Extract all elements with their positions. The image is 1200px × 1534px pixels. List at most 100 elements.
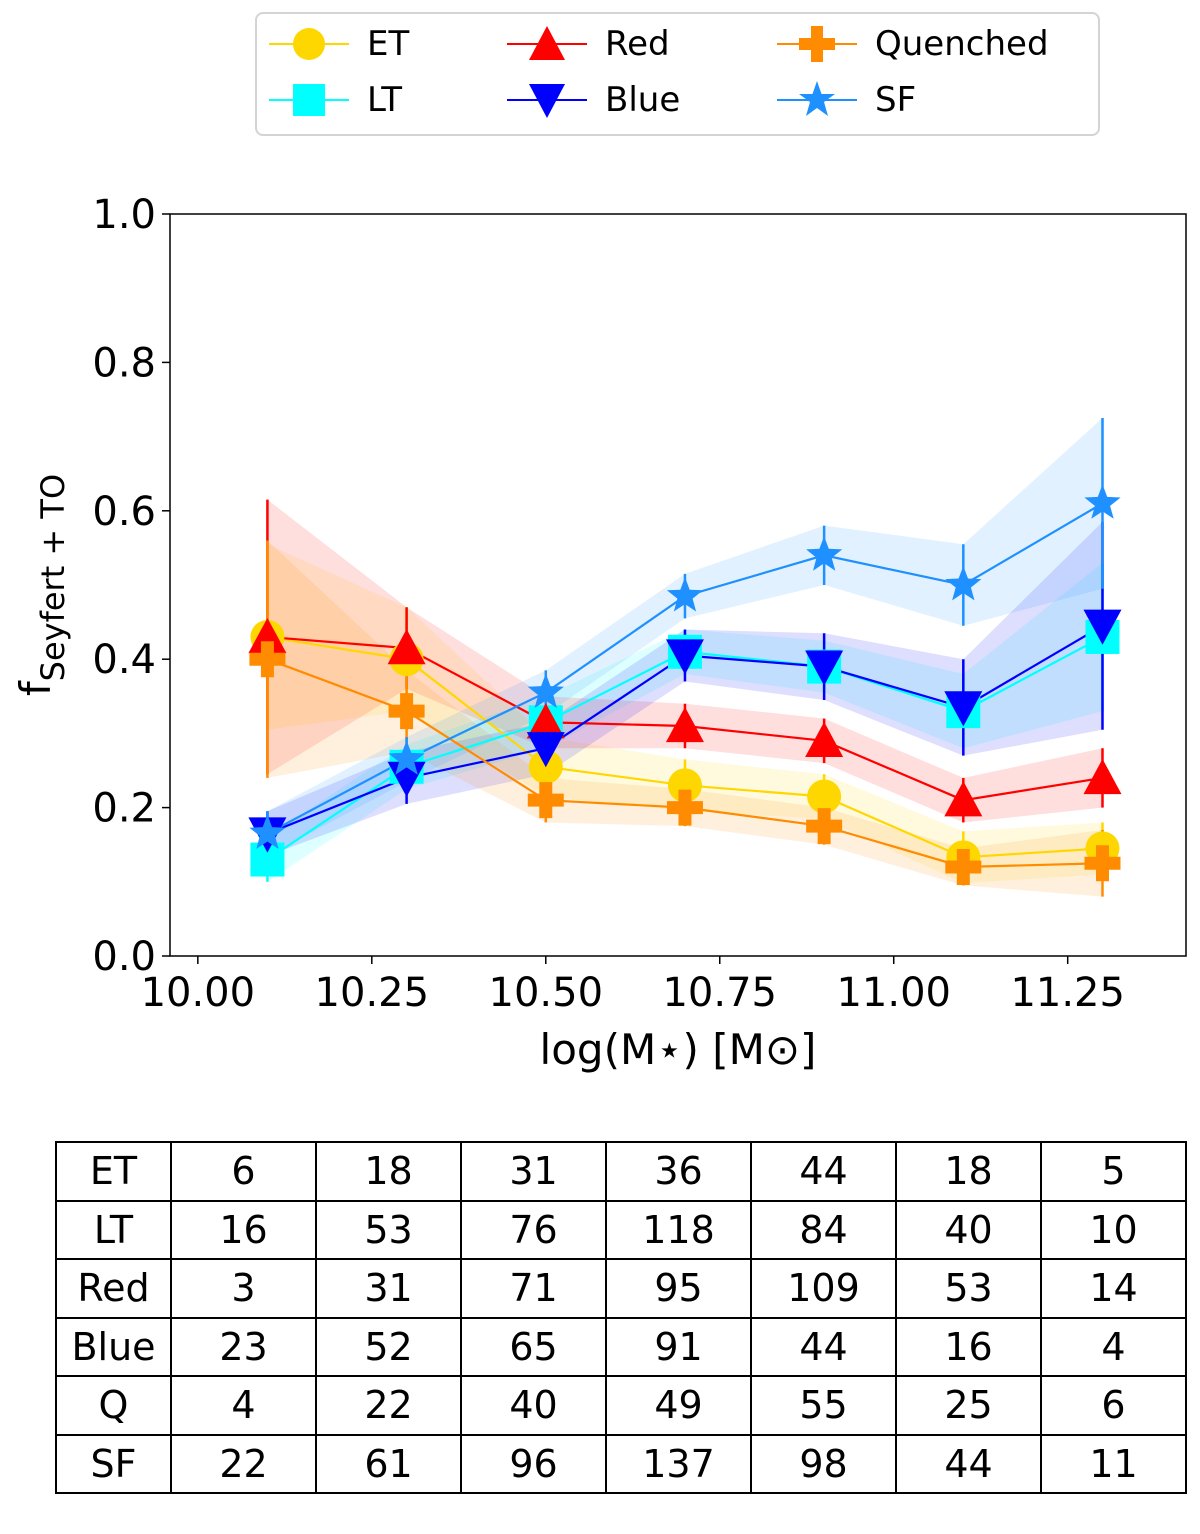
table-row: Blue 23 52 65 91 44 16 4 <box>55 1316 1187 1377</box>
point-quenched <box>945 848 982 885</box>
point-red <box>1083 758 1122 795</box>
point-quenched <box>388 693 425 730</box>
table-row: Red 3 31 71 95 109 53 14 <box>55 1258 1187 1319</box>
y-tick-label: 0.6 <box>92 489 156 535</box>
table-cell: 55 <box>750 1375 897 1436</box>
table-row: Q 4 22 40 49 55 25 6 <box>55 1375 1187 1436</box>
legend-marker-circle-icon <box>269 28 349 60</box>
y-tick-label: 0.4 <box>92 637 156 683</box>
point-sf <box>806 536 843 571</box>
table-cell: 11 <box>1040 1433 1187 1494</box>
table-cell: 52 <box>315 1316 462 1377</box>
point-quenched <box>666 789 703 826</box>
table-cell: 44 <box>750 1141 897 1202</box>
legend-item-blue: Blue <box>507 78 680 122</box>
point-blue <box>665 639 704 675</box>
point-sf <box>388 740 425 775</box>
point-blue <box>805 650 844 686</box>
legend-label-et: ET <box>367 24 410 64</box>
table-cell: 4 <box>170 1375 317 1436</box>
line-chart: 10.00 10.25 10.50 10.75 11.00 11.25 0.0 0.2 0.4… <box>11 192 1187 1074</box>
point-sf <box>945 566 982 601</box>
legend-label-quenched: Quenched <box>875 24 1049 64</box>
point-red <box>944 781 983 817</box>
point-red <box>526 703 565 739</box>
table-cell: 109 <box>750 1258 897 1319</box>
legend-label-lt: LT <box>367 80 403 120</box>
legend-marker-plus-icon <box>777 26 857 62</box>
point-red <box>387 629 426 665</box>
band-et <box>267 544 1103 884</box>
point-quenched <box>527 782 564 819</box>
table-cell: 61 <box>315 1433 462 1494</box>
point-sf <box>249 814 286 849</box>
table-cell: 5 <box>1040 1141 1187 1202</box>
x-tick-label: 11.00 <box>836 970 951 1016</box>
table-cell: 6 <box>170 1141 317 1202</box>
counts-table: ET 6 18 31 36 44 18 5 LT 16 53 76 118 84… <box>55 1141 1187 1494</box>
table-cell: 31 <box>460 1141 607 1202</box>
point-sf <box>527 673 564 708</box>
table-cell: 18 <box>315 1141 462 1202</box>
point-quenched <box>806 808 843 845</box>
table-cell: 25 <box>895 1375 1042 1436</box>
row-label: Q <box>55 1375 172 1436</box>
y-axis-ticks: 0.0 0.2 0.4 0.6 0.8 1.0 <box>92 192 170 980</box>
legend-label-sf: SF <box>875 80 917 120</box>
table-cell: 76 <box>460 1199 607 1260</box>
point-red <box>248 617 287 654</box>
point-sf <box>666 577 703 612</box>
x-tick-label: 10.75 <box>662 970 777 1016</box>
legend-marker-star-icon <box>777 81 857 116</box>
table-cell: 96 <box>460 1433 607 1494</box>
point-red <box>665 706 704 743</box>
table-row: LT 16 53 76 118 84 40 10 <box>55 1199 1187 1260</box>
x-tick-label: 11.25 <box>1010 970 1125 1016</box>
row-label: ET <box>55 1141 172 1202</box>
legend-item-lt: LT <box>269 78 402 122</box>
table-row: ET 6 18 31 36 44 18 5 <box>55 1141 1187 1202</box>
point-red <box>805 721 844 757</box>
table-cell: 98 <box>750 1433 897 1494</box>
x-axis-ticks: 10.00 10.25 10.50 10.75 11.00 11.25 <box>141 956 1125 1016</box>
legend-marker-triangle-up-icon <box>507 26 587 60</box>
table-cell: 40 <box>895 1199 1042 1260</box>
band-blue <box>267 521 1103 856</box>
table-cell: 137 <box>605 1433 752 1494</box>
table-cell: 23 <box>170 1316 317 1377</box>
legend-marker-square-icon <box>269 84 349 116</box>
table-cell: 22 <box>315 1375 462 1436</box>
table-cell: 14 <box>1040 1258 1187 1319</box>
point-blue <box>1083 609 1122 645</box>
point-quenched <box>249 641 286 678</box>
table-cell: 118 <box>605 1199 752 1260</box>
table-cell: 6 <box>1040 1375 1187 1436</box>
series-markers <box>248 484 1122 885</box>
point-blue <box>526 732 565 768</box>
point-et <box>807 779 842 814</box>
y-axis-label: fSeyfert + TO <box>11 474 72 696</box>
x-tick-label: 10.00 <box>141 970 256 1016</box>
table-cell: 40 <box>460 1375 607 1436</box>
table-cell: 91 <box>605 1316 752 1377</box>
table-cell: 49 <box>605 1375 752 1436</box>
x-tick-label: 10.25 <box>315 970 430 1016</box>
point-quenched <box>1084 845 1121 882</box>
table-cell: 22 <box>170 1433 317 1494</box>
legend-label-blue: Blue <box>605 80 681 120</box>
table-cell: 53 <box>895 1258 1042 1319</box>
table-cell: 53 <box>315 1199 462 1260</box>
table-row: SF 22 61 96 137 98 44 11 <box>55 1433 1187 1494</box>
table-cell: 3 <box>170 1258 317 1319</box>
legend-item-quenched: Quenched <box>777 22 1049 66</box>
legend-label-red: Red <box>605 24 670 64</box>
table-cell: 84 <box>750 1199 897 1260</box>
row-label: Red <box>55 1258 172 1319</box>
table-cell: 36 <box>605 1141 752 1202</box>
y-tick-label: 0.0 <box>92 934 156 980</box>
x-axis-label: log(M⋆) [M⊙] <box>540 1025 817 1074</box>
table-cell: 71 <box>460 1258 607 1319</box>
table-cell: 44 <box>895 1433 1042 1494</box>
plot-frame <box>169 213 1187 957</box>
legend-marker-triangle-down-icon <box>507 84 587 118</box>
